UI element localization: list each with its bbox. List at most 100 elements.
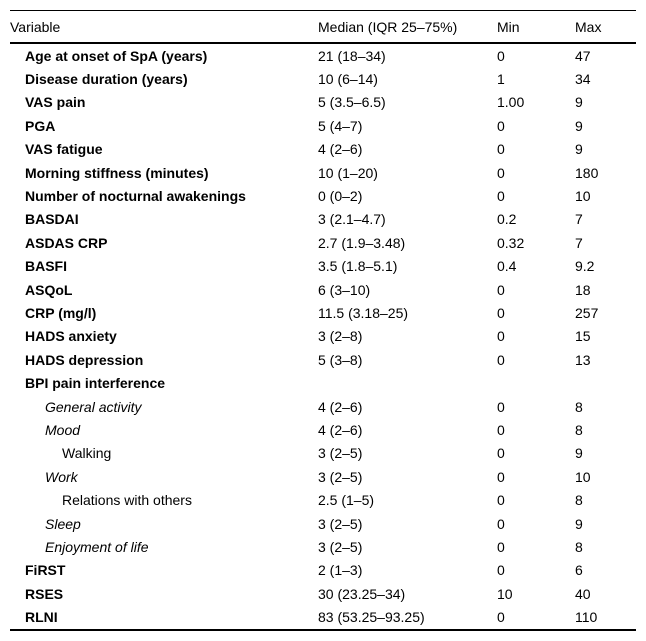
table-row: Work 3 (2–5) 0 10 [10, 465, 636, 488]
variable-cell: BASFI [25, 258, 67, 275]
min-cell: 0.32 [497, 234, 525, 251]
max-cell: 9 [575, 515, 583, 532]
max-cell: 9 [575, 445, 583, 462]
min-cell: 0.4 [497, 258, 517, 275]
max-cell: 34 [575, 71, 591, 88]
max-cell: 9 [575, 94, 583, 111]
variable-cell: VAS pain [25, 94, 86, 111]
variable-cell: FiRST [25, 562, 66, 579]
max-cell: 13 [575, 351, 591, 368]
median-cell: 4 (2–6) [318, 421, 363, 438]
max-cell: 8 [575, 398, 583, 415]
max-cell: 18 [575, 281, 591, 298]
max-cell: 110 [575, 609, 598, 626]
median-cell: 3 (2.1–4.7) [318, 211, 386, 228]
column-header-median: Median (IQR 25–75%) [318, 10, 497, 44]
min-cell [497, 371, 575, 394]
table-row: BPI pain interference [10, 371, 636, 394]
table-row: PGA 5 (4–7) 0 9 [10, 114, 636, 137]
variable-cell: Mood [45, 421, 81, 438]
variable-cell: Work [45, 468, 78, 485]
max-cell: 10 [575, 188, 591, 205]
median-cell: 21 (18–34) [318, 47, 386, 64]
min-cell: 0 [497, 164, 505, 181]
min-cell: 1.00 [497, 94, 525, 111]
max-cell: 9.2 [575, 258, 595, 275]
table-row: ASQoL 6 (3–10) 0 18 [10, 278, 636, 301]
table-row: FiRST 2 (1–3) 0 6 [10, 559, 636, 582]
variable-cell: Walking [62, 445, 112, 462]
table-row: Disease duration (years) 10 (6–14) 1 34 [10, 67, 636, 90]
variable-cell: PGA [25, 117, 56, 134]
median-cell: 5 (3.5–6.5) [318, 94, 386, 111]
table-row: HADS anxiety 3 (2–8) 0 15 [10, 325, 636, 348]
max-cell: 8 [575, 492, 583, 509]
median-cell: 5 (4–7) [318, 117, 363, 134]
variable-cell: RSES [25, 585, 64, 602]
variable-cell: VAS fatigue [25, 141, 103, 158]
median-cell: 4 (2–6) [318, 398, 363, 415]
table-row: RSES 30 (23.25–34) 10 40 [10, 582, 636, 605]
table-row: HADS depression 5 (3–8) 0 13 [10, 348, 636, 371]
variable-cell: Number of nocturnal awakenings [25, 188, 246, 205]
max-cell: 7 [575, 211, 583, 228]
max-cell: 40 [575, 585, 591, 602]
variable-cell: General activity [45, 398, 142, 415]
median-cell: 83 (53.25–93.25) [318, 609, 425, 626]
min-cell: 10 [497, 585, 513, 602]
variable-cell: HADS depression [25, 351, 144, 368]
variable-cell: Enjoyment of life [45, 538, 149, 555]
median-cell: 5 (3–8) [318, 351, 363, 368]
max-cell: 6 [575, 562, 583, 579]
variable-cell: ASQoL [25, 281, 73, 298]
max-cell: 47 [575, 47, 591, 64]
descriptive-statistics-table: Variable Median (IQR 25–75%) Min Max Age… [10, 10, 636, 631]
median-cell: 6 (3–10) [318, 281, 371, 298]
table-row: Sleep 3 (2–5) 0 9 [10, 512, 636, 535]
min-cell: 0 [497, 445, 505, 462]
variable-cell: HADS anxiety [25, 328, 117, 345]
max-cell: 9 [575, 141, 583, 158]
variable-cell: BPI pain interference [25, 375, 166, 392]
variable-cell: BASDAI [25, 211, 79, 228]
header-row: Variable Median (IQR 25–75%) Min Max [10, 10, 636, 44]
median-cell: 30 (23.25–34) [318, 585, 406, 602]
median-cell: 10 (6–14) [318, 71, 378, 88]
min-cell: 1 [497, 71, 505, 88]
column-header-max: Max [575, 10, 636, 44]
variable-cell: CRP (mg/l) [25, 304, 97, 321]
table-row: RLNI 83 (53.25–93.25) 0 110 [10, 605, 636, 629]
max-cell: 180 [575, 164, 599, 181]
max-cell: 8 [575, 538, 583, 555]
min-cell: 0 [497, 141, 505, 158]
table-row: BASDAI 3 (2.1–4.7) 0.2 7 [10, 208, 636, 231]
variable-cell: Sleep [45, 515, 81, 532]
table-row: Age at onset of SpA (years) 21 (18–34) 0 47 [10, 43, 636, 67]
table-body: Age at onset of SpA (years) 21 (18–34) 0 47… [10, 43, 636, 630]
median-cell: 4 (2–6) [318, 141, 363, 158]
table-row: VAS pain 5 (3.5–6.5) 1.00 9 [10, 91, 636, 114]
median-cell: 11.5 (3.18–25) [318, 304, 409, 321]
column-header-variable: Variable [10, 10, 318, 44]
min-cell: 0 [497, 515, 505, 532]
median-cell: 2.5 (1–5) [318, 492, 375, 509]
table-row: BASFI 3.5 (1.8–5.1) 0.4 9.2 [10, 255, 636, 278]
max-cell: 15 [575, 328, 591, 345]
variable-cell: Disease duration (years) [25, 71, 188, 88]
median-cell: 2 (1–3) [318, 562, 363, 579]
min-cell: 0.2 [497, 211, 517, 228]
min-cell: 0 [497, 281, 505, 298]
table-row: ASDAS CRP 2.7 (1.9–3.48) 0.32 7 [10, 231, 636, 254]
median-cell: 3 (2–5) [318, 515, 363, 532]
min-cell: 0 [497, 538, 505, 555]
min-cell: 0 [497, 468, 505, 485]
min-cell: 0 [497, 421, 505, 438]
min-cell: 0 [497, 328, 505, 345]
table-header: Variable Median (IQR 25–75%) Min Max [10, 10, 636, 44]
max-cell: 8 [575, 421, 583, 438]
max-cell [575, 371, 636, 394]
median-cell: 2.7 (1.9–3.48) [318, 234, 406, 251]
min-cell: 0 [497, 398, 505, 415]
variable-cell: Relations with others [62, 492, 192, 509]
